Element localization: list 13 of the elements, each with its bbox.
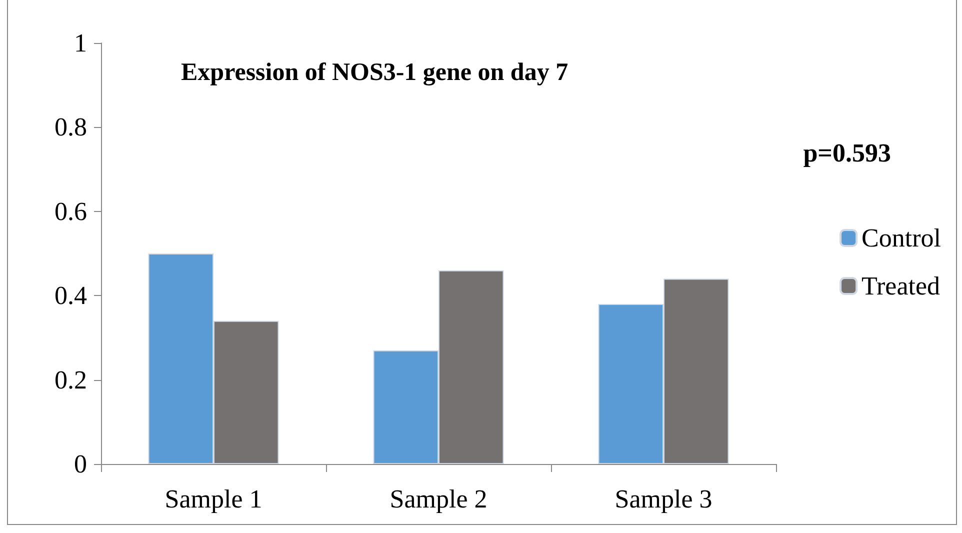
y-tick-label: 0.4 (54, 281, 87, 310)
x-tick-label: Sample 2 (390, 484, 488, 514)
x-tick-label: Sample 1 (164, 484, 262, 514)
text: Expression of NOS3-1 gene on day 7 (181, 59, 568, 86)
legend-label: Control (862, 224, 942, 252)
x-tick-label: Sample 3 (614, 484, 712, 514)
y-tick-label: 0.6 (54, 196, 87, 226)
text: p=0.593 (803, 138, 892, 168)
y-tick-label: 0.8 (54, 112, 87, 142)
y-tick-label: 1 (74, 28, 87, 58)
legend-label: Treated (862, 272, 940, 300)
y-tick-label: 0.2 (54, 365, 87, 394)
y-tick-label: 0 (74, 450, 87, 478)
